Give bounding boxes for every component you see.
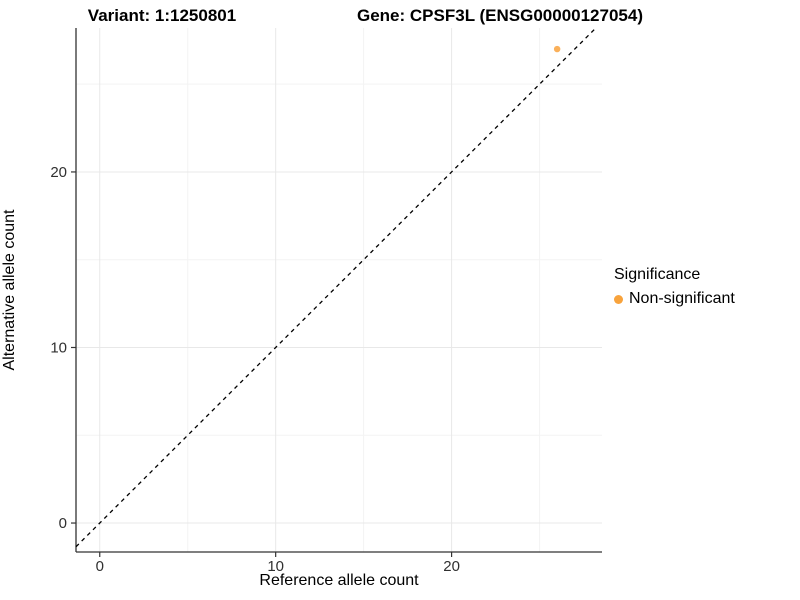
legend-entry-label: Non-significant [629, 290, 735, 307]
y-tick-label: 10 [50, 339, 67, 356]
legend-point-icon [614, 294, 623, 304]
y-tick-label: 20 [50, 164, 67, 181]
y-tick-label: 0 [59, 515, 67, 532]
x-tick-label: 10 [267, 558, 284, 575]
data-point [553, 45, 561, 53]
plot-title-gene: Gene: CPSF3L (ENSG00000127054) [357, 6, 643, 25]
x-axis-title: Reference allele count [259, 572, 419, 589]
legend-entry: Non-significant [614, 290, 735, 308]
x-tick-label: 20 [443, 558, 460, 575]
y-axis-title: Alternative allele count [1, 209, 18, 371]
x-tick-label: 0 [96, 558, 104, 575]
identity-reference-line [75, 27, 597, 548]
legend-title: Significance [614, 266, 701, 283]
plot-title-variant: Variant: 1:1250801 [87, 6, 237, 25]
legend: Significance Non-significant [614, 266, 735, 308]
